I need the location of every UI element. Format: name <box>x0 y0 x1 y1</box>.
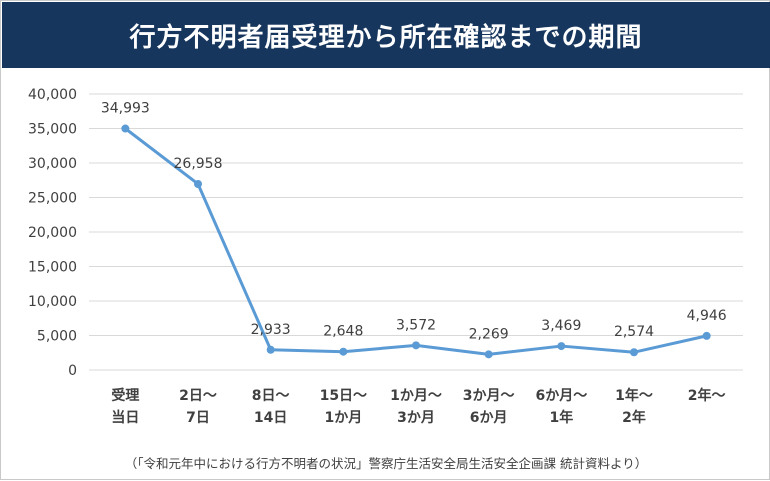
data-point <box>702 331 711 340</box>
data-label: 2,648 <box>323 324 363 340</box>
data-label: 3,572 <box>396 317 436 333</box>
x-tick-label: 1年～ <box>615 387 653 404</box>
x-tick-label: 2年 <box>622 409 646 426</box>
data-label: 2,574 <box>614 324 654 340</box>
x-tick-label: 受理 <box>111 387 139 404</box>
data-point <box>557 342 566 351</box>
x-tick-label: 2年～ <box>688 387 726 404</box>
x-tick-label: 6か月～ <box>535 388 587 404</box>
x-tick-label: 8日～ <box>252 388 290 404</box>
x-tick-label: 3か月 <box>397 410 435 426</box>
y-tick-label: 30,000 <box>28 156 77 172</box>
y-tick-label: 20,000 <box>28 225 77 241</box>
x-tick-label: 7日 <box>186 410 210 426</box>
data-label: 34,993 <box>101 101 150 117</box>
source-note: （「令和元年中における行方不明者の状況」警察庁生活安全局生活安全企画課 統計資料… <box>124 456 648 471</box>
y-tick-label: 10,000 <box>28 294 77 310</box>
data-point <box>412 341 420 350</box>
y-tick-label: 5,000 <box>37 329 77 345</box>
x-tick-label: 14日 <box>254 410 287 426</box>
x-tick-label: 6か月 <box>470 410 508 426</box>
chart-title: 行方不明者届受理から所在確認までの期間 <box>2 2 770 68</box>
y-tick-label: 15,000 <box>28 260 77 276</box>
y-tick-label: 0 <box>68 363 77 379</box>
x-tick-label: 1か月～ <box>390 388 442 404</box>
y-tick-label: 35,000 <box>28 122 77 138</box>
data-point <box>630 348 638 357</box>
data-point <box>484 350 493 359</box>
x-tick-label: 当日 <box>111 409 139 426</box>
data-label: 4,946 <box>687 308 727 324</box>
data-point <box>266 345 275 354</box>
data-label: 2,269 <box>469 326 509 342</box>
x-tick-label: 1年 <box>549 409 573 426</box>
y-tick-label: 25,000 <box>28 191 77 207</box>
x-tick-label: 2日～ <box>179 388 217 404</box>
x-tick-label: 15日～ <box>320 388 367 404</box>
y-tick-label: 40,000 <box>28 87 77 103</box>
x-tick-label: 3か月～ <box>463 388 515 404</box>
data-label: 3,469 <box>541 318 581 334</box>
data-point <box>194 179 202 188</box>
data-point <box>339 347 348 356</box>
x-tick-label: 1か月 <box>324 410 362 426</box>
data-label: 2,933 <box>251 322 291 338</box>
data-label: 26,958 <box>174 156 223 172</box>
data-point <box>121 124 130 133</box>
